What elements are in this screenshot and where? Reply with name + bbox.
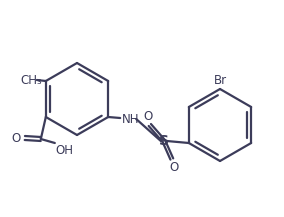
Text: NH: NH: [122, 112, 140, 125]
Text: Br: Br: [214, 74, 227, 87]
Text: S: S: [159, 134, 169, 148]
Text: OH: OH: [56, 144, 74, 157]
Text: O: O: [143, 110, 153, 123]
Text: O: O: [169, 161, 178, 174]
Text: CH₃: CH₃: [20, 74, 42, 87]
Text: O: O: [12, 132, 21, 145]
